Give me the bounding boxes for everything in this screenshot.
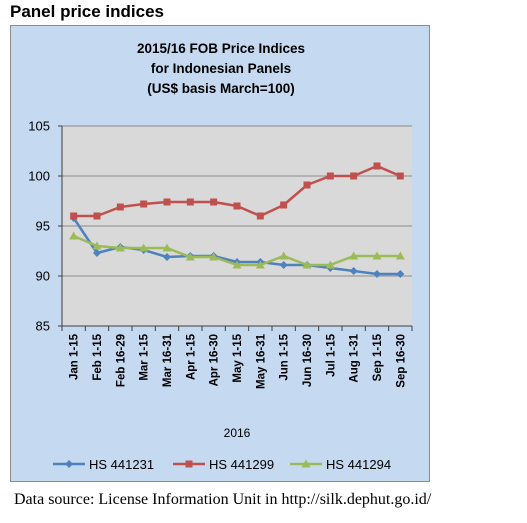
series-3-point bbox=[115, 243, 125, 252]
x-tick-label: Sep 16-30 bbox=[395, 334, 407, 388]
series-1-point bbox=[163, 253, 171, 261]
series-3-point bbox=[185, 252, 195, 261]
series-3-point bbox=[279, 251, 289, 260]
legend-label: HS 441294 bbox=[326, 457, 391, 472]
legend-entry-2: HS 441299 bbox=[173, 457, 274, 472]
page-heading: Panel price indices bbox=[10, 2, 165, 21]
y-tick-label-100: 100 bbox=[28, 169, 50, 184]
series-2-point bbox=[303, 181, 311, 189]
legend-label: HS 441299 bbox=[209, 457, 274, 472]
series-3-point bbox=[372, 251, 382, 260]
series-3-point bbox=[325, 260, 335, 269]
chart-title-line-3: (US$ basis March=100) bbox=[147, 81, 294, 96]
legend-swatch-marker bbox=[65, 460, 73, 468]
series-2-point bbox=[210, 198, 218, 206]
x-tick-label: Mar 16-31 bbox=[162, 333, 174, 387]
series-2-point bbox=[350, 172, 358, 180]
series-3-point bbox=[162, 243, 172, 252]
series-2-point bbox=[256, 212, 264, 220]
series-1-point bbox=[396, 270, 405, 278]
series-2-point bbox=[396, 172, 404, 180]
x-axis-label: 2016 bbox=[224, 426, 251, 440]
legend-entry-3: HS 441294 bbox=[290, 457, 391, 472]
series-2-point bbox=[163, 198, 171, 206]
series-3-point bbox=[232, 260, 242, 269]
series-2-point bbox=[70, 212, 78, 220]
series-2-point bbox=[116, 203, 124, 211]
series-1-point bbox=[373, 270, 381, 278]
data-source-note: Data source: License Information Unit in… bbox=[14, 491, 432, 508]
series-3-point bbox=[395, 251, 405, 260]
x-tick-label: Jan 1-15 bbox=[69, 333, 81, 380]
x-tick-label: Jun 16-30 bbox=[302, 334, 314, 387]
legend-swatch-marker bbox=[185, 460, 193, 468]
series-3-point bbox=[92, 241, 102, 250]
series-3-point bbox=[69, 231, 79, 240]
x-tick-label: Sep 1-15 bbox=[372, 333, 384, 381]
x-tick-label: May 1-15 bbox=[232, 333, 244, 382]
x-tick-label: Feb 16-29 bbox=[115, 334, 127, 387]
chart-title-line-1: 2015/16 FOB Price Indices bbox=[137, 41, 305, 56]
series-3-point bbox=[139, 243, 149, 252]
legend-swatch-marker bbox=[301, 459, 311, 468]
x-tick-label: Apr 16-30 bbox=[209, 334, 221, 386]
chart-title-line-2: for Indonesian Panels bbox=[151, 61, 291, 76]
series-3-point bbox=[255, 260, 265, 269]
series-2-point bbox=[280, 201, 288, 209]
y-tick-label-105: 105 bbox=[28, 119, 50, 134]
series-3-point bbox=[209, 252, 219, 261]
series-2 bbox=[70, 162, 404, 220]
legend-label: HS 441231 bbox=[89, 457, 154, 472]
y-tick-label-90: 90 bbox=[36, 269, 50, 284]
x-tick-label: Aug 1-31 bbox=[349, 333, 361, 382]
series-2-point bbox=[186, 198, 194, 206]
x-tick-label: Jun 1-15 bbox=[279, 333, 291, 380]
series-2-point bbox=[373, 162, 381, 170]
series-3-point bbox=[302, 260, 312, 269]
series-3-point bbox=[349, 251, 359, 260]
chart-frame: 2015/16 FOB Price Indices for Indonesian… bbox=[10, 25, 430, 482]
x-tick-label: May 16-31 bbox=[255, 333, 267, 389]
x-tick-label: Feb 1-15 bbox=[92, 333, 104, 380]
y-tick-label-95: 95 bbox=[36, 219, 50, 234]
line-chart: 2015/16 FOB Price Indices for Indonesian… bbox=[28, 41, 413, 472]
y-tick-label-85: 85 bbox=[36, 319, 50, 334]
series-2-point bbox=[93, 212, 101, 220]
series-2-point bbox=[140, 200, 148, 208]
series-1-point bbox=[279, 261, 288, 269]
x-tick-label: Jul 1-15 bbox=[325, 333, 337, 376]
series-1-point bbox=[349, 267, 358, 275]
x-tick-label: Apr 1-15 bbox=[185, 333, 197, 380]
series-3 bbox=[69, 231, 405, 269]
series-2-point bbox=[326, 172, 334, 180]
x-tick-label: Mar 1-15 bbox=[139, 333, 151, 380]
legend-entry-1: HS 441231 bbox=[53, 457, 154, 472]
series-2-point bbox=[233, 202, 241, 210]
series-1-point bbox=[93, 249, 101, 257]
